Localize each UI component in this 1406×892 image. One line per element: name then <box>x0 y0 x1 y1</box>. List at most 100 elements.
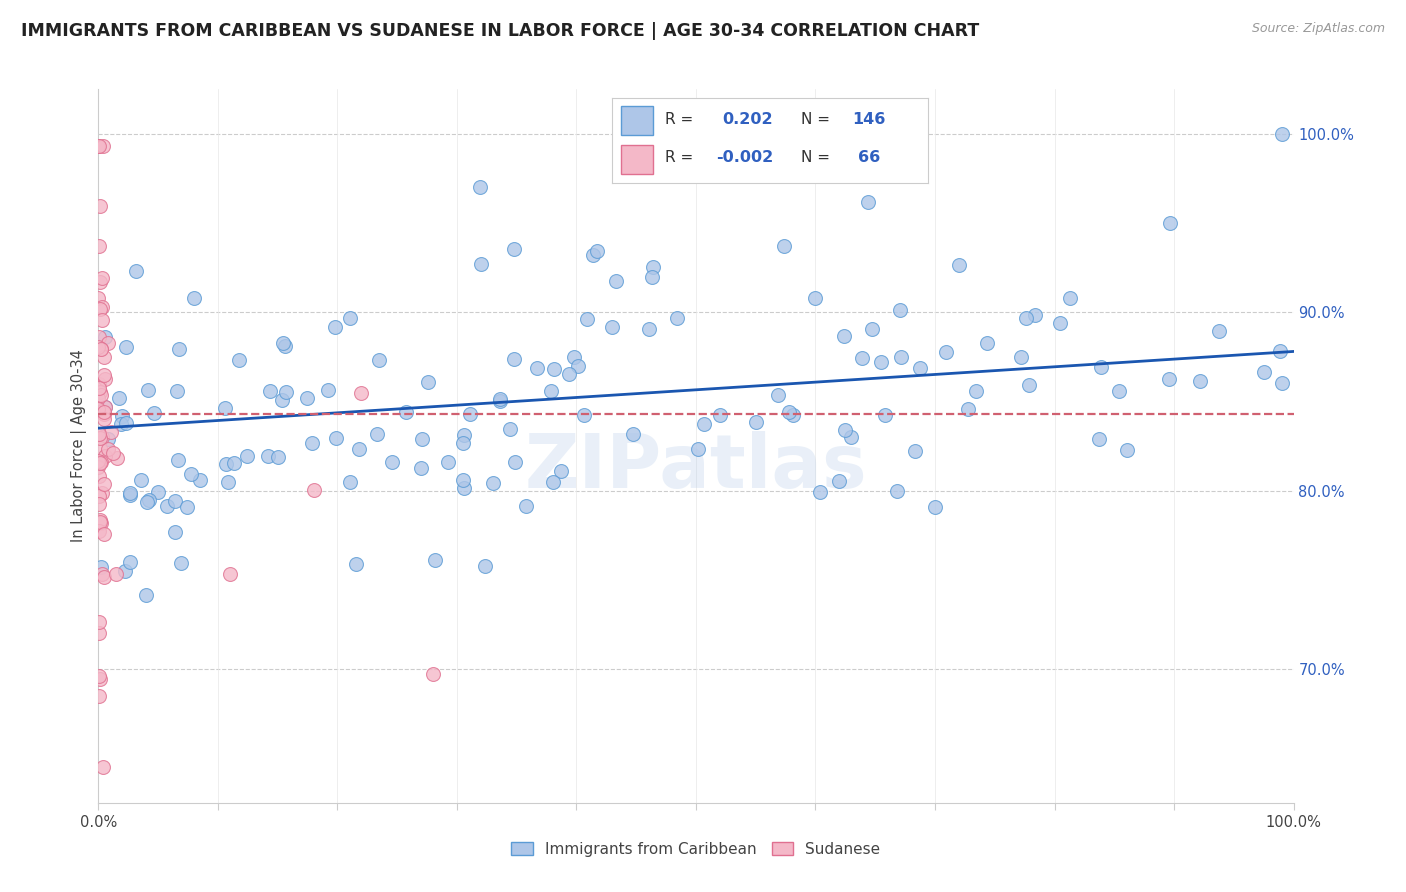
Point <box>416 375 439 389</box>
Point <box>93 527 115 541</box>
Point <box>183 291 205 305</box>
Point <box>1208 324 1230 338</box>
Text: ZIPatlas: ZIPatlas <box>524 431 868 504</box>
Point <box>423 553 446 567</box>
Point <box>90 560 112 574</box>
Point <box>93 476 115 491</box>
Point <box>541 475 564 490</box>
Point <box>686 442 709 457</box>
Point <box>257 449 280 463</box>
Point <box>115 340 138 354</box>
Point <box>451 435 474 450</box>
Point <box>709 408 731 422</box>
Point <box>302 483 325 497</box>
Point <box>110 417 132 431</box>
Point <box>957 402 980 417</box>
Point <box>381 455 404 469</box>
Point <box>394 405 416 419</box>
Point <box>550 464 572 478</box>
Text: N =: N = <box>801 112 831 128</box>
Point <box>93 407 115 421</box>
Point <box>411 432 433 446</box>
Point <box>1018 377 1040 392</box>
Point <box>851 351 873 365</box>
Point <box>87 139 110 153</box>
Point <box>87 139 110 153</box>
Point <box>1157 371 1180 385</box>
Point <box>118 487 141 501</box>
Point <box>889 302 911 317</box>
Point <box>87 381 110 395</box>
Point <box>156 500 179 514</box>
Point <box>87 377 110 392</box>
Point <box>572 408 595 422</box>
Point <box>301 435 323 450</box>
Y-axis label: In Labor Force | Age 30-34: In Labor Force | Age 30-34 <box>72 350 87 542</box>
Point <box>87 668 110 682</box>
Point <box>89 275 111 289</box>
Point <box>782 408 804 422</box>
Point <box>94 400 117 414</box>
Text: N =: N = <box>801 151 831 165</box>
Point <box>87 490 110 504</box>
Point <box>89 524 111 538</box>
Point <box>575 312 598 326</box>
Point <box>138 492 160 507</box>
Text: 66: 66 <box>858 151 880 165</box>
Point <box>90 516 112 531</box>
Point <box>482 475 505 490</box>
Point <box>366 426 388 441</box>
Point <box>910 361 932 376</box>
Point <box>350 385 373 400</box>
Point <box>91 760 114 774</box>
Point <box>1270 343 1292 358</box>
Point <box>166 384 188 399</box>
Point <box>1253 365 1275 379</box>
Point <box>499 422 522 436</box>
Point <box>115 416 138 430</box>
Legend: Immigrants from Caribbean, Sudanese: Immigrants from Caribbean, Sudanese <box>505 836 887 863</box>
Point <box>540 384 562 398</box>
Point <box>94 372 117 386</box>
Point <box>1159 216 1181 230</box>
Point <box>90 567 112 582</box>
Point <box>347 442 370 456</box>
Point <box>766 387 789 401</box>
Point <box>129 473 152 487</box>
Point <box>1059 291 1081 305</box>
Point <box>409 461 432 475</box>
Point <box>94 450 117 464</box>
Point <box>188 473 211 487</box>
Point <box>90 301 112 315</box>
Point <box>91 430 114 444</box>
Point <box>271 393 294 408</box>
Point <box>860 321 883 335</box>
Point <box>214 457 236 471</box>
Point <box>135 588 157 602</box>
Text: -0.002: -0.002 <box>716 151 773 165</box>
Point <box>904 443 927 458</box>
Point <box>344 557 367 571</box>
Point <box>1088 432 1111 446</box>
Point <box>515 500 537 514</box>
Point <box>89 431 111 445</box>
Point <box>105 566 128 581</box>
Point <box>89 384 111 399</box>
Point <box>87 460 110 475</box>
Point <box>339 475 361 489</box>
Point <box>832 328 855 343</box>
Text: 146: 146 <box>852 112 886 128</box>
Point <box>111 409 134 423</box>
Point <box>422 667 444 681</box>
Point <box>180 467 202 481</box>
Point <box>87 497 110 511</box>
Point <box>93 350 115 364</box>
Point <box>176 500 198 514</box>
Point <box>841 430 863 444</box>
Point <box>451 473 474 487</box>
Point <box>567 359 589 374</box>
Point <box>602 320 624 334</box>
Point <box>89 426 111 441</box>
Point <box>217 475 239 490</box>
Point <box>136 383 159 397</box>
